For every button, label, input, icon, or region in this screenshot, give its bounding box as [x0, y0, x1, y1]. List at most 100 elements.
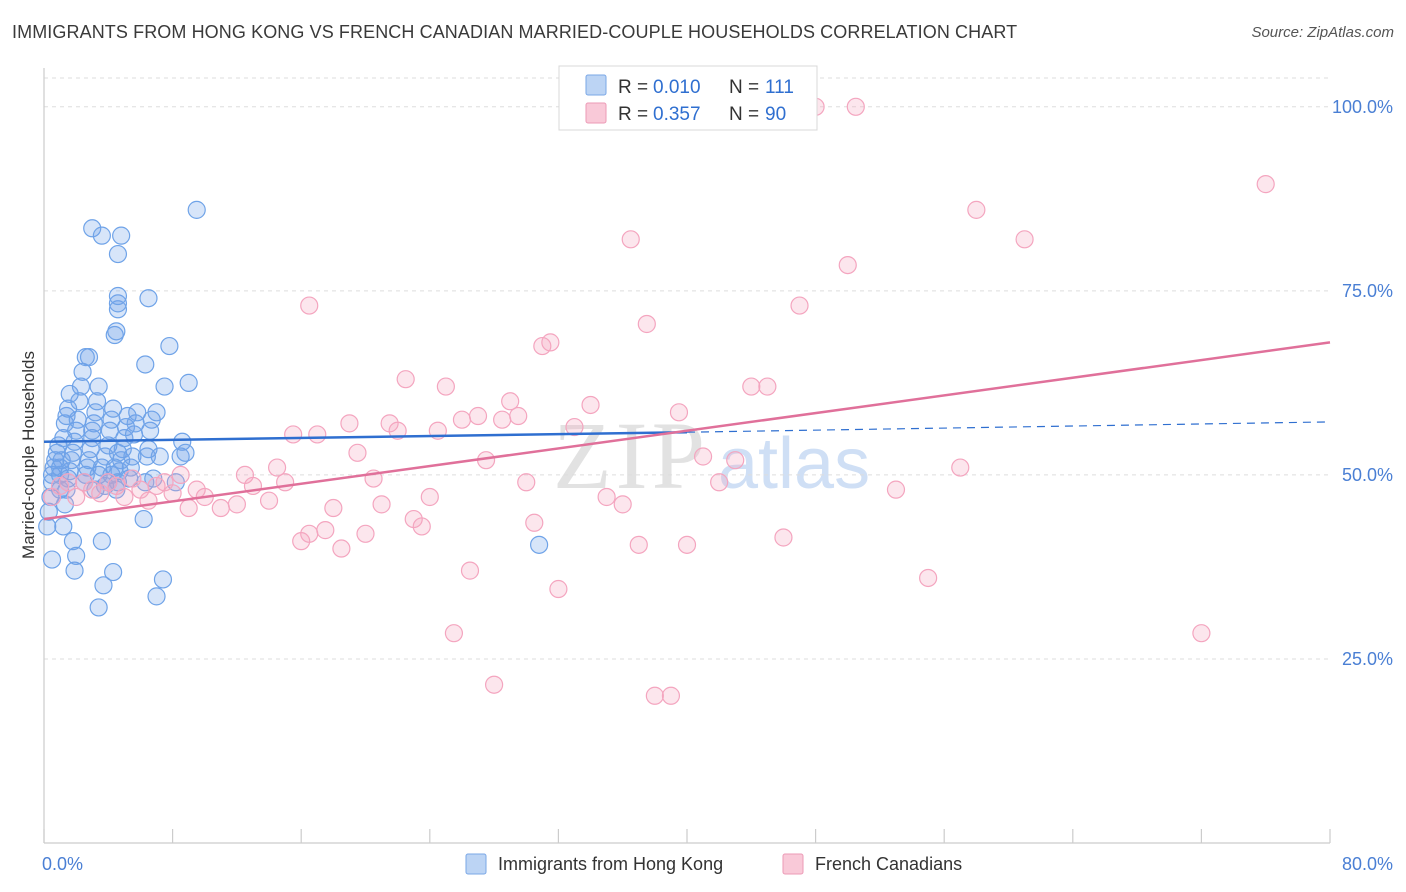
french-canadian-point: [300, 296, 319, 315]
hong-kong-point: [68, 410, 87, 429]
trend-line-hong-kong: [43, 430, 688, 444]
hong-kong-point: [173, 432, 192, 451]
hong-kong-point: [147, 587, 166, 606]
french-canadian-point: [452, 410, 472, 429]
french-canadian-point: [742, 377, 761, 396]
hong-kong-point: [54, 517, 73, 536]
hong-kong-point: [104, 399, 123, 418]
french-canadian-point: [919, 568, 938, 588]
french-canadian-point: [621, 230, 640, 249]
french-canadian-point: [332, 539, 351, 558]
french-canadian-point: [59, 473, 78, 492]
hong-kong-point: [71, 377, 91, 396]
hong-kong-point: [139, 289, 158, 308]
french-canadian-point: [629, 535, 648, 554]
french-canadian-point: [436, 377, 455, 396]
hong-kong-point: [134, 509, 153, 529]
hong-kong-point: [92, 532, 111, 551]
french-canadian-point: [613, 495, 632, 514]
hong-kong-point: [128, 403, 147, 422]
french-canadian-point: [509, 406, 528, 426]
french-canadian-point: [951, 458, 970, 477]
french-canadian-point: [396, 370, 415, 389]
source-label: Source: ZipAtlas.com: [1251, 24, 1394, 41]
french-canadian-point: [267, 458, 287, 477]
french-canadian-point: [661, 686, 681, 705]
hong-kong-point: [155, 377, 174, 396]
french-canadian-point: [1256, 175, 1275, 194]
french-canadian-point: [669, 403, 689, 422]
hong-kong-point: [89, 377, 108, 396]
french-canadian-point: [597, 487, 616, 507]
french-canadian-point: [211, 498, 230, 518]
french-canadian-point: [501, 392, 520, 411]
french-canadian-point: [541, 333, 560, 352]
french-canadian-point: [1015, 230, 1034, 249]
hong-kong-point: [67, 546, 86, 565]
x-tick-label-max: 80.0%: [1342, 854, 1393, 874]
hong-kong-point: [108, 443, 128, 462]
hong-kong-point: [108, 300, 128, 319]
hong-kong-point: [108, 244, 128, 264]
hong-kong-point: [108, 286, 128, 306]
hong-kong-point: [94, 576, 113, 595]
french-canadian-point: [565, 417, 584, 437]
trend-line-hong-kong-extension: [686, 421, 1331, 433]
french-canadian-point: [372, 495, 391, 514]
french-canadian-point: [388, 421, 407, 440]
series-hong-kong-points: [38, 200, 549, 617]
trend-line-french-canadian: [43, 341, 1331, 521]
y-tick-label-50: 50.0%: [1342, 465, 1393, 485]
french-canadian-point: [324, 498, 343, 518]
hong-kong-point: [39, 502, 58, 521]
french-canadian-point: [356, 524, 375, 543]
legend-r-value-a: 0.010: [653, 77, 701, 98]
french-canadian-point: [300, 524, 319, 543]
hong-kong-point: [147, 403, 166, 422]
french-canadian-point: [774, 528, 793, 547]
legend-swatch-french-canadian: [585, 102, 607, 124]
french-canadian-point: [171, 465, 190, 485]
hong-kong-point: [107, 322, 126, 341]
french-canadian-point: [460, 561, 480, 580]
hong-kong-point: [79, 348, 99, 367]
bottom-legend-swatch-french-canadian: [782, 853, 804, 875]
hong-kong-point: [60, 384, 79, 404]
legend-r-label-a: R =: [618, 77, 648, 98]
french-canadian-point: [179, 498, 198, 518]
y-tick-label-75: 75.0%: [1342, 281, 1393, 301]
french-canadian-point: [115, 487, 134, 507]
french-canadian-point: [412, 517, 431, 536]
french-canadian-point: [637, 314, 656, 334]
hong-kong-point: [63, 532, 83, 551]
french-canadian-point: [1192, 624, 1211, 643]
hong-kong-point: [87, 392, 107, 411]
y-tick-label-25: 25.0%: [1342, 649, 1393, 669]
french-canadian-point: [838, 255, 857, 275]
hong-kong-point: [530, 535, 549, 554]
hong-kong-point: [112, 226, 131, 245]
legend-n-value-a: 111: [765, 77, 794, 98]
french-canadian-point: [485, 675, 504, 694]
french-canadian-point: [967, 200, 986, 219]
stats-legend: R = 0.010 N = 111 R = 0.357 N = 90: [558, 65, 818, 131]
french-canadian-point: [677, 535, 697, 554]
hong-kong-point: [176, 443, 195, 462]
hong-kong-point: [42, 550, 62, 569]
trend-lines: [43, 341, 1331, 521]
french-canadian-point: [340, 414, 359, 433]
hong-kong-point: [78, 458, 97, 477]
legend-n-label-b: N =: [729, 104, 759, 125]
french-canadian-point: [444, 624, 464, 643]
french-canadian-point: [581, 395, 600, 415]
french-canadian-point: [790, 296, 809, 315]
hong-kong-point: [160, 336, 179, 356]
french-canadian-point: [163, 484, 182, 503]
french-canadian-point: [493, 410, 512, 429]
bottom-legend-swatch-hong-kong: [465, 853, 487, 875]
hong-kong-point: [123, 447, 142, 466]
french-canadian-point: [726, 451, 745, 470]
french-canadian-point: [693, 447, 713, 466]
hong-kong-point: [136, 355, 155, 374]
hong-kong-point: [70, 392, 89, 411]
